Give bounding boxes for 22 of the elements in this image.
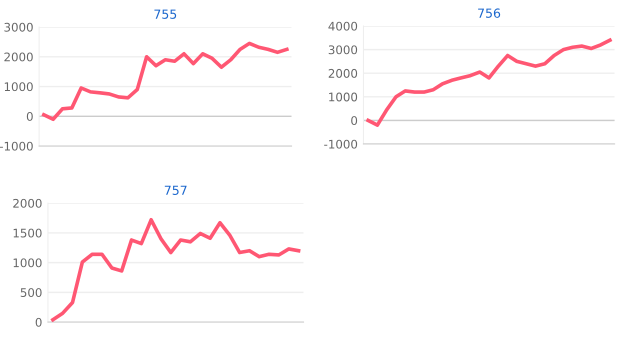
line-series xyxy=(42,42,289,122)
y-tick-label: 0 xyxy=(351,116,358,126)
y-tick-label: 0 xyxy=(36,318,42,327)
chart-title: 755 xyxy=(154,10,176,19)
y-tick-label: -1000 xyxy=(324,140,358,149)
y-tick-label: 1000 xyxy=(4,82,33,92)
y-tick-label: 500 xyxy=(20,288,42,298)
y-tick-label: 3000 xyxy=(4,22,33,32)
line-series xyxy=(366,38,612,127)
y-tick-label: 2000 xyxy=(4,52,33,62)
chart-title: 757 xyxy=(164,186,187,195)
y-tick-label: 2000 xyxy=(328,68,358,78)
y-tick-label: 0 xyxy=(26,112,33,121)
y-tick-label: 3000 xyxy=(328,45,358,54)
chart-title: 756 xyxy=(478,8,500,18)
y-tick-label: 1000 xyxy=(329,92,358,102)
y-tick-label: 1000 xyxy=(14,258,42,268)
y-tick-label: 1500 xyxy=(14,228,42,238)
y-tick-label: -1000 xyxy=(0,142,33,151)
y-tick-label: 2000 xyxy=(13,198,42,208)
y-tick-label: 4000 xyxy=(328,22,358,31)
line-series xyxy=(51,218,300,322)
